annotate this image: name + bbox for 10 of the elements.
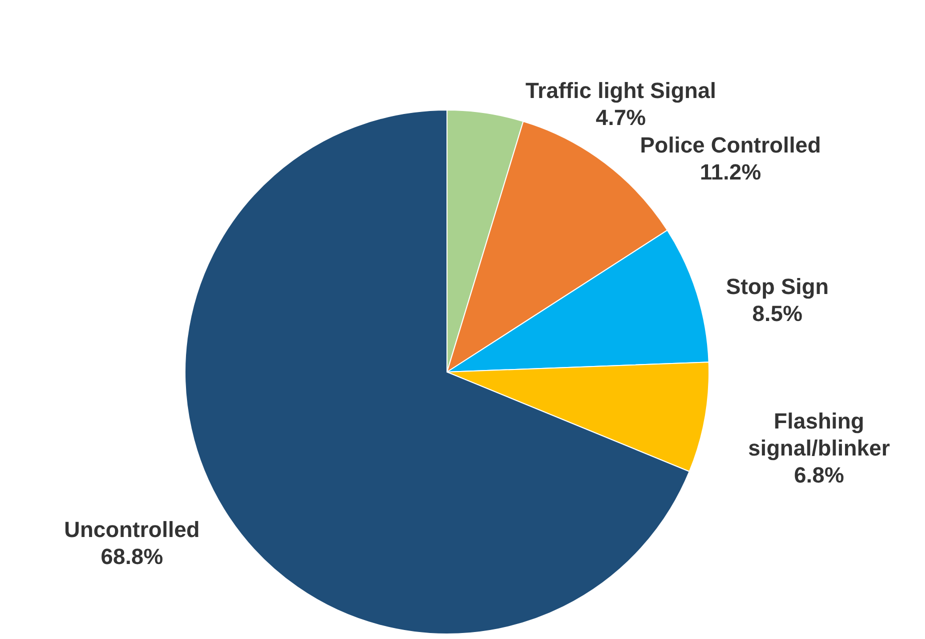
data-label: 4.7% [596,105,646,130]
slice-label: Traffic light Signal [525,78,716,104]
slice-label: Stop Sign [726,274,829,299]
data-label: 11.2% [700,159,762,184]
data-label: 68.8% [100,544,164,570]
data-label: 6.8% [794,462,844,488]
data-label: 8.5% [752,300,802,326]
slice-label: Police Controlled [640,132,821,158]
slice-label: Flashing signal/blinker [748,408,890,461]
slice-label: Uncontrolled [64,517,200,542]
